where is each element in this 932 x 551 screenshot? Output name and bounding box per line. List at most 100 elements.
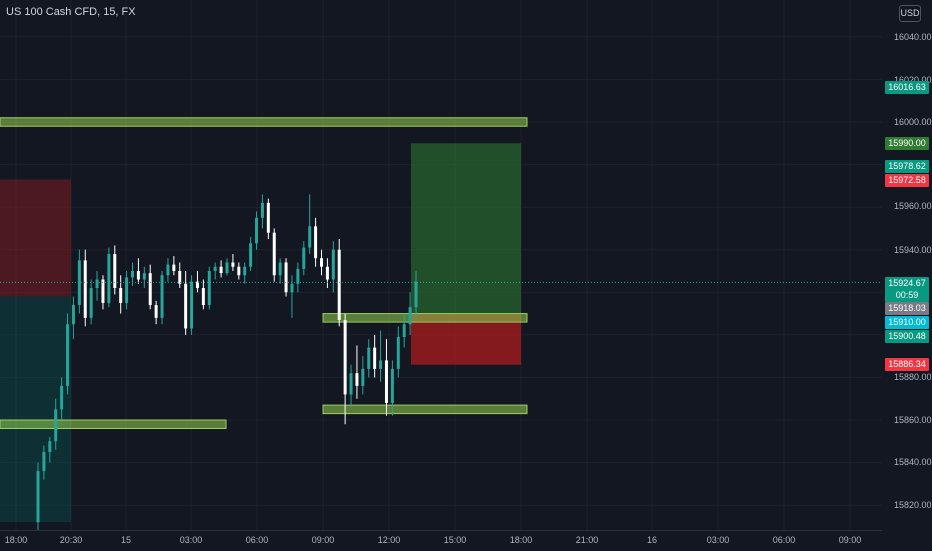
price-label-16016: 16016.63 [885, 81, 929, 94]
symbol-title[interactable]: US 100 Cash CFD, 15, FX [6, 6, 136, 18]
price-label-15978: 15978.62 [885, 160, 929, 173]
price-label-15990: 15990.00 [885, 137, 929, 150]
xtick-2030: 20:30 [59, 535, 83, 545]
candle-body [36, 471, 40, 523]
candle-body [379, 360, 383, 369]
demand-zone-low[interactable] [0, 419, 227, 430]
countdown-label: 00:59 [885, 289, 929, 302]
candle-body [272, 232, 276, 276]
currency-button[interactable]: USD [899, 5, 921, 22]
candle-body [125, 277, 129, 303]
chart-candles [36, 194, 418, 530]
candle-body [284, 262, 288, 293]
candle-body [48, 441, 52, 452]
candle-body [278, 262, 282, 276]
candle-body [373, 347, 377, 369]
ytick-16000: 16000.00 [894, 117, 932, 127]
ytick-15940: 15940.00 [894, 245, 932, 255]
price-label-15900: 15900.48 [885, 330, 929, 343]
candle-body [184, 283, 188, 329]
candle-body [343, 319, 347, 395]
xtick-15: 15 [120, 535, 132, 545]
candle-body [231, 262, 235, 267]
candle-body [249, 243, 253, 267]
candle-body [178, 271, 182, 284]
candle-body [325, 266, 329, 280]
xtick-1500: 15:00 [443, 535, 467, 545]
candle-body [243, 266, 247, 276]
xtick-0300: 03:00 [179, 535, 203, 545]
demand-zone-right[interactable] [322, 404, 528, 415]
candle-body [142, 273, 146, 280]
candle-body [308, 226, 312, 248]
candle-body [414, 281, 418, 308]
candle-body [355, 373, 359, 386]
xtick-1800b: 18:00 [509, 535, 533, 545]
candle-body [131, 271, 134, 278]
candle-body [302, 247, 306, 269]
candle-body [219, 266, 223, 274]
candle-body [320, 258, 323, 267]
xtick-2100: 21:00 [575, 535, 599, 545]
candle-body [296, 268, 300, 284]
left-position-stop[interactable] [0, 179, 71, 297]
candle-body [260, 202, 264, 218]
time-axis[interactable]: 18:00 20:30 15 03:00 06:00 09:00 12:00 1… [0, 530, 882, 551]
price-label-15918: 15918.03 [885, 302, 929, 315]
candle-body [71, 305, 75, 325]
ytick-15820: 15820.00 [894, 500, 932, 510]
candle-body [113, 253, 117, 289]
candle-body [361, 368, 365, 386]
candle-body [66, 324, 70, 386]
candle-body [119, 288, 123, 303]
candle-body [89, 288, 93, 318]
candle-body [160, 275, 164, 318]
price-label-15910: 15910.00 [885, 316, 929, 329]
candle-body [148, 273, 152, 306]
candle-body [408, 307, 412, 325]
ytick-15880: 15880.00 [894, 372, 932, 382]
chart-zones [0, 117, 528, 523]
supply-zone-top[interactable] [0, 117, 528, 127]
candle-body [314, 226, 318, 259]
candle-body [396, 336, 400, 369]
candle-body [166, 264, 170, 276]
ytick-16040: 16040.00 [894, 32, 932, 42]
candle-body [255, 217, 259, 244]
candle-body [207, 271, 211, 306]
ytick-15860: 15860.00 [894, 415, 932, 425]
candle-body [384, 360, 388, 403]
price-label-15972: 15972.58 [885, 174, 929, 187]
candle-body [225, 262, 229, 274]
candle-body [213, 266, 217, 271]
candle-body [95, 279, 99, 289]
candle-body [195, 281, 199, 289]
price-axis[interactable]: 16040.00 16020.00 16000.00 15960.00 1594… [882, 0, 932, 530]
price-chart[interactable] [0, 0, 882, 530]
candle-body [42, 451, 46, 472]
candle-body [331, 249, 335, 280]
candle-body [190, 281, 194, 329]
xtick-0600: 06:00 [245, 535, 269, 545]
candle-body [349, 373, 353, 395]
ytick-16020: 16020.00 [894, 75, 932, 85]
candle-body [390, 368, 394, 403]
candle-body [266, 202, 270, 233]
xtick-1800: 18:00 [4, 535, 28, 545]
candle-body [60, 385, 64, 410]
candle-body [402, 324, 406, 337]
right-position-target[interactable] [411, 143, 521, 314]
candle-body [201, 288, 205, 306]
price-label-15886: 15886.34 [885, 358, 929, 371]
xtick-0900b: 09:00 [838, 535, 862, 545]
candle-body [101, 279, 105, 303]
left-position-target[interactable] [0, 296, 71, 523]
candle-body [337, 249, 341, 320]
ytick-15960: 15960.00 [894, 201, 932, 211]
candle-body [154, 305, 158, 318]
mid-zone[interactable] [322, 313, 528, 323]
candle-body [367, 347, 371, 369]
candle-body [54, 409, 58, 442]
xtick-1200: 12:00 [377, 535, 401, 545]
candle-body [136, 271, 140, 280]
